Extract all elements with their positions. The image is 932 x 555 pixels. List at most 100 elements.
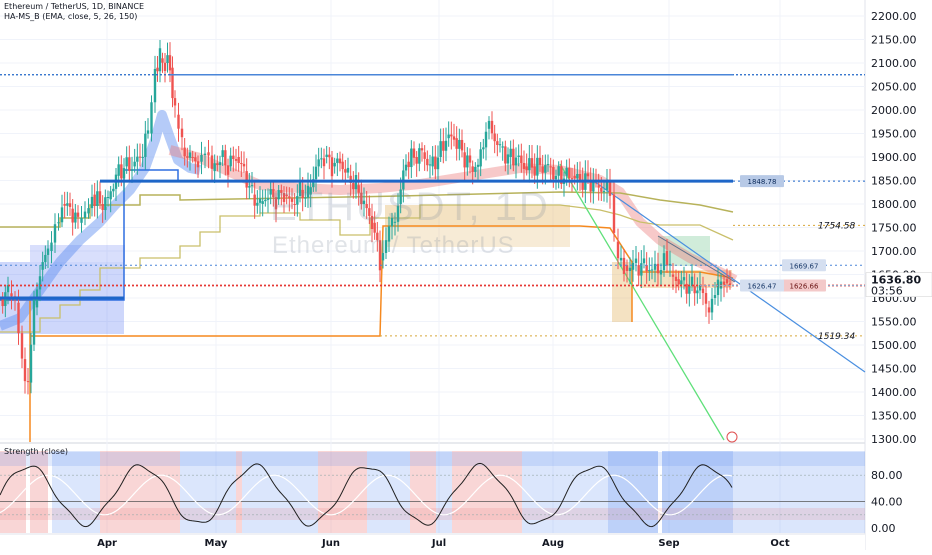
osc-axis-label: 80.00	[871, 469, 903, 482]
price-axis-label: 1750.00	[871, 222, 917, 235]
level-tag: 1669.67	[790, 262, 819, 270]
time-axis-label: May	[205, 538, 228, 549]
candle-body	[253, 194, 256, 206]
candle-body	[117, 164, 120, 176]
candle-body	[387, 226, 391, 242]
candle-body	[10, 293, 13, 297]
strength-band	[100, 451, 180, 533]
candle-body	[357, 185, 360, 193]
alert-icon[interactable]	[726, 431, 738, 443]
candle-body	[690, 276, 694, 287]
strength-band	[522, 451, 608, 533]
candle-body	[619, 257, 623, 261]
price-axis-label: 2050.00	[871, 81, 917, 94]
strength-band	[367, 451, 410, 533]
oscillator-legend[interactable]: Strength (close)	[4, 447, 68, 456]
price-axis-label: 1850.00	[871, 175, 917, 188]
candle-body	[226, 165, 230, 175]
candle-body	[616, 241, 620, 259]
candle-body	[578, 173, 582, 180]
candle-body	[533, 166, 536, 176]
candle-body	[378, 240, 382, 271]
candle-body	[232, 155, 235, 160]
candle-body	[66, 203, 69, 206]
candle-body	[404, 164, 408, 171]
red-level-tag: 1626.66	[790, 282, 819, 290]
candle-body	[455, 138, 458, 149]
candle-body	[171, 67, 174, 99]
candle-body	[631, 262, 635, 270]
price-axis-label: 1400.00	[871, 386, 917, 399]
candle-body	[560, 166, 563, 184]
candle-body	[90, 196, 94, 209]
candle-body	[96, 191, 99, 206]
candle-body	[442, 141, 445, 151]
candle-body	[333, 162, 336, 167]
candle-body	[701, 288, 705, 294]
candle-body	[393, 221, 397, 223]
candle-body	[458, 139, 461, 149]
candle-body	[520, 155, 523, 163]
oversold-band	[0, 508, 865, 520]
candle-body	[242, 163, 246, 167]
price-axis-label: 1450.00	[871, 363, 917, 376]
candle-body	[447, 134, 450, 139]
candle-body	[570, 178, 574, 180]
time-axis[interactable]	[0, 534, 865, 550]
candle-body	[317, 159, 320, 167]
candle-body	[466, 155, 469, 168]
candle-body	[431, 156, 434, 167]
candle-body	[328, 154, 331, 158]
candle-body	[41, 262, 44, 270]
blue-level-tag-bg	[740, 279, 784, 292]
candle-body	[418, 148, 421, 164]
candle-body	[484, 131, 488, 148]
orange-zone	[385, 227, 570, 247]
time-axis-label: Sep	[658, 538, 679, 549]
candle-body	[146, 130, 150, 134]
candle-body	[525, 166, 528, 171]
candle-body	[707, 307, 711, 313]
level-tag-bg	[782, 259, 826, 272]
candle-body	[221, 150, 224, 157]
strength-band	[484, 451, 522, 533]
candle-body	[224, 150, 227, 166]
price-axis-label: 2150.00	[871, 34, 917, 47]
candle-body	[104, 197, 107, 211]
candle-body	[237, 157, 240, 164]
candle-body	[645, 265, 648, 272]
osc-axis-label: 40.00	[871, 496, 903, 509]
candle-body	[26, 381, 30, 383]
candle-body	[650, 269, 654, 271]
candle-body	[653, 263, 657, 270]
candle-body	[671, 274, 675, 277]
candle-body	[23, 359, 27, 382]
candle-body	[46, 248, 50, 255]
red-level-tag-bg	[782, 279, 826, 292]
candle-body	[648, 270, 651, 272]
candle-body	[381, 252, 385, 261]
price-axis-label: 1500.00	[871, 339, 917, 352]
candle-body	[183, 147, 186, 157]
candle-body	[87, 208, 90, 214]
symbol-legend[interactable]: Ethereum / TetherUS, 1D, BINANCE	[4, 2, 145, 11]
candle-body	[376, 232, 379, 241]
candle-body	[296, 196, 299, 205]
candle-body	[517, 155, 520, 157]
candle-body	[338, 158, 342, 164]
candle-body	[346, 167, 350, 173]
candle-body	[63, 204, 66, 206]
candle-body	[57, 222, 60, 224]
candle-body	[439, 141, 442, 157]
strength-band	[345, 451, 367, 533]
candle-body	[410, 148, 413, 168]
candle-body	[612, 194, 616, 233]
candle-body	[269, 189, 272, 195]
candle-body	[498, 144, 502, 146]
candle-body	[136, 156, 139, 162]
indicator-legend[interactable]: HA-MS_B (EMA, close, 5, 26, 150)	[4, 12, 138, 21]
candle-body	[728, 283, 732, 285]
strength-band	[410, 451, 436, 533]
